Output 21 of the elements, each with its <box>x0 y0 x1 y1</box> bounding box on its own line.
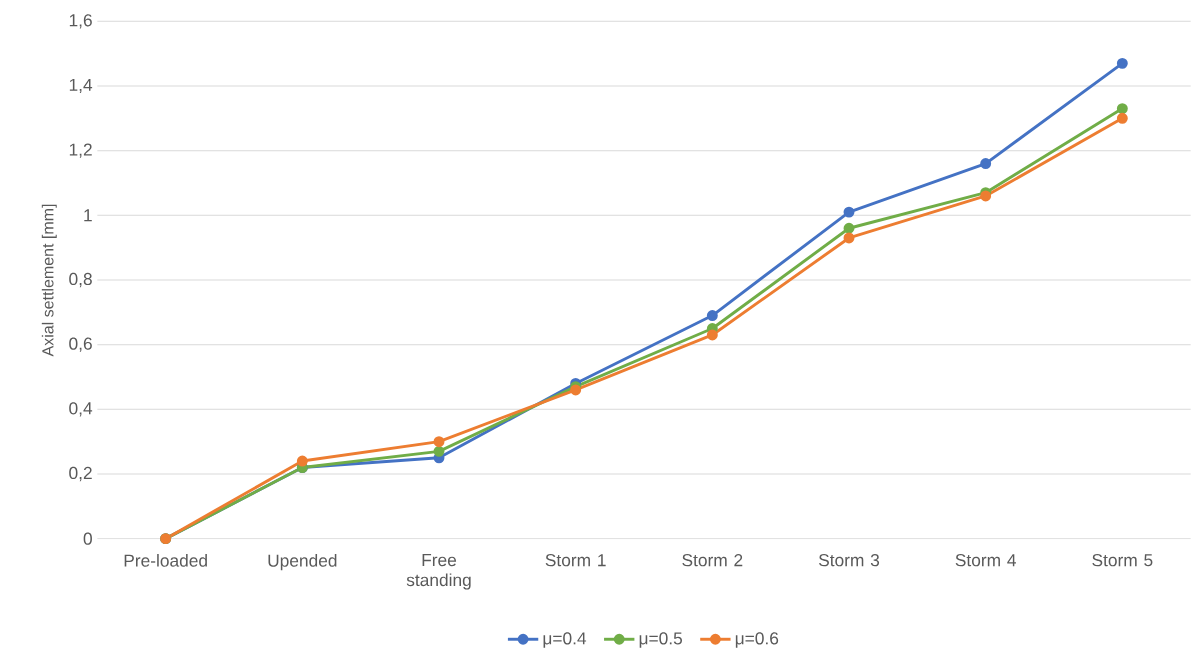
legend-label: μ=0.4 <box>543 632 587 648</box>
y-tick-label: 0,8 <box>69 273 92 288</box>
y-tick-label: 1,6 <box>69 14 92 29</box>
y-tick-label: 0 <box>83 532 92 545</box>
legend-label: μ=0.6 <box>735 632 779 648</box>
x-tick-label: Storm 2 <box>682 554 743 567</box>
x-tick-label: Storm 1 <box>545 554 606 567</box>
x-tick-label: Upended <box>268 554 337 571</box>
y-tick-label: 1 <box>84 209 92 222</box>
y-axis-title: Axial settlement [mm] <box>41 204 57 357</box>
x-tick-label: Pre-loaded <box>124 554 207 567</box>
legend-label: μ=0.5 <box>639 632 683 648</box>
x-tick-label: Free standing <box>406 554 471 590</box>
y-tick-label: 0,4 <box>69 402 93 417</box>
y-tick-label: 1,2 <box>69 143 92 158</box>
x-tick-label: Storm 5 <box>1092 554 1153 567</box>
x-tick-label: Storm 3 <box>818 554 880 567</box>
y-tick-label: 0,2 <box>69 467 92 482</box>
x-tick-label: Storm 4 <box>955 554 1016 567</box>
y-tick-label: 0,6 <box>69 337 92 352</box>
y-tick-label: 1,4 <box>69 79 93 94</box>
